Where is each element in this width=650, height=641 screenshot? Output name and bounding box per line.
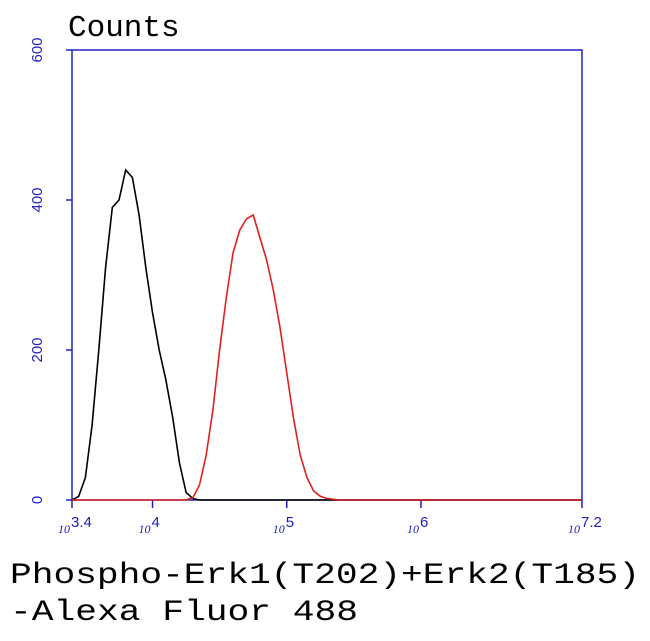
x-tick-exponent: 6: [420, 514, 428, 531]
x-tick-exponent: 3.4: [71, 514, 92, 531]
x-tick-base: 10: [273, 522, 285, 536]
y-tick-label: 400: [29, 187, 46, 212]
chart-title: Counts: [68, 11, 180, 46]
x-axis-label: -Alexa Fluor 488: [10, 596, 358, 630]
histogram-line: [72, 213, 582, 501]
y-tick-label: 0: [29, 496, 46, 504]
x-tick-base: 10: [58, 522, 70, 536]
y-tick-label: 200: [29, 337, 46, 362]
x-tick-base: 10: [407, 522, 419, 536]
x-tick-exponent: 7.2: [581, 514, 602, 531]
y-tick-label: 600: [29, 37, 46, 62]
x-tick-exponent: 4: [152, 514, 160, 531]
x-tick-base: 10: [568, 522, 580, 536]
x-tick-base: 10: [139, 522, 151, 536]
x-axis-label: Phospho-Erk1(T202)+Erk2(T185): [10, 559, 640, 593]
histogram-line: [71, 168, 582, 501]
plot-frame: [71, 49, 583, 501]
x-tick-exponent: 5: [286, 514, 294, 531]
